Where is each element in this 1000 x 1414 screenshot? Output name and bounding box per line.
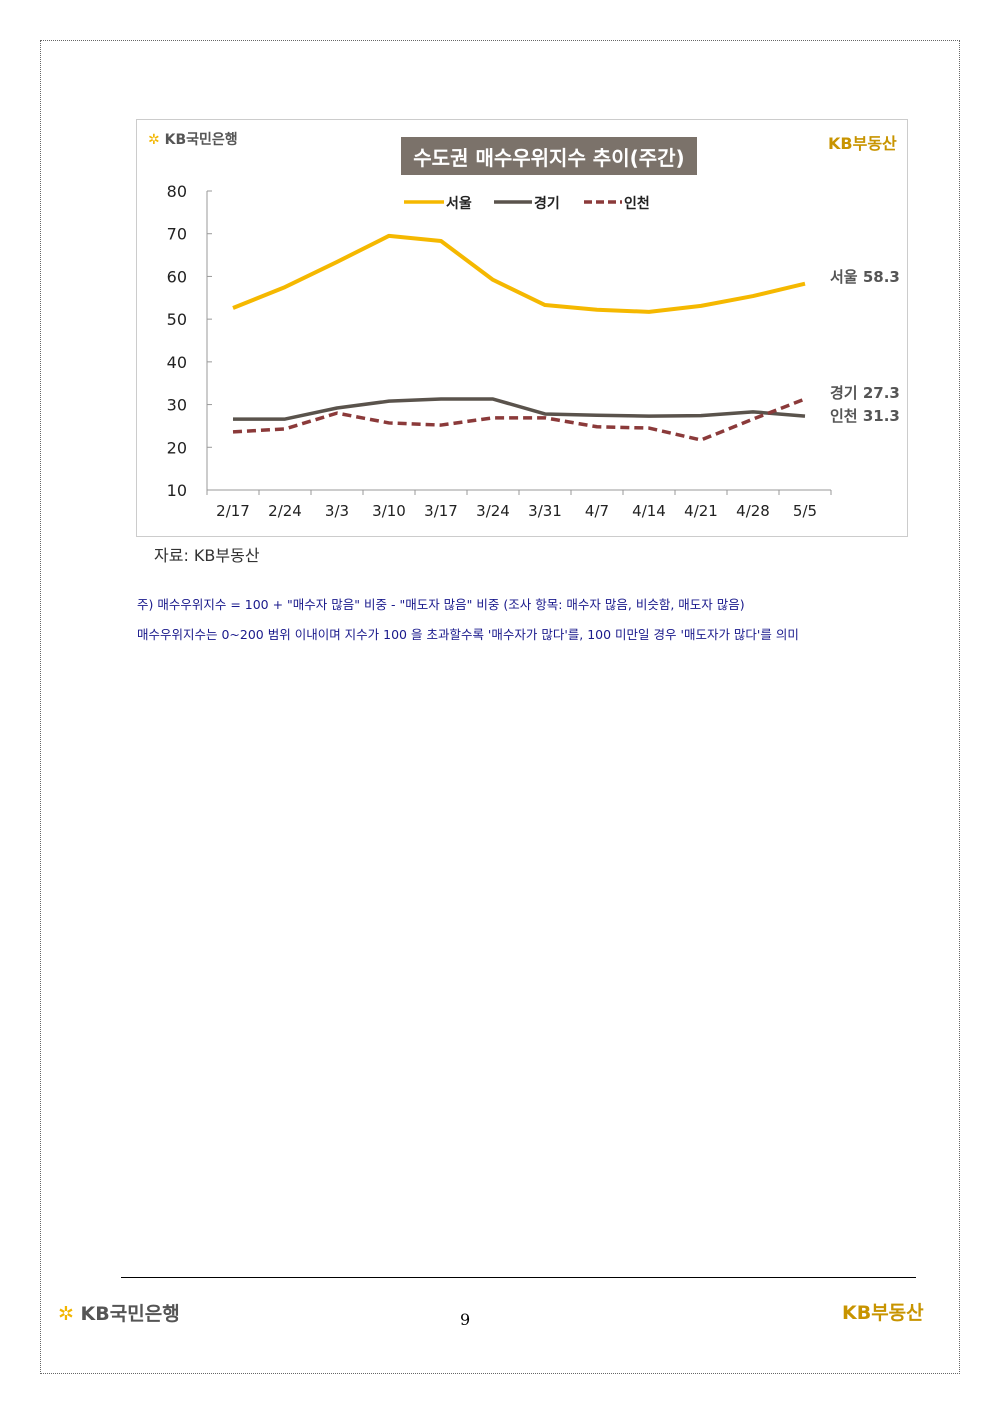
- y-tick-label: 70: [167, 225, 187, 244]
- x-tick-label: 4/14: [632, 502, 666, 520]
- x-tick-label: 3/17: [424, 502, 458, 520]
- x-tick-label: 3/24: [476, 502, 510, 520]
- footer-brand-logo: KB부동산: [842, 1302, 924, 1324]
- x-tick-label: 4/28: [736, 502, 770, 520]
- x-tick-label: 5/5: [793, 502, 817, 520]
- x-tick-label: 4/21: [684, 502, 718, 520]
- y-tick-label: 50: [167, 310, 187, 329]
- series-line-2: [233, 397, 806, 421]
- series-line-1: [232, 233, 806, 314]
- line-chart: 10 20 30 40 50 60 70 80 2/17 2/24 3/3 3/10 3/17 3/24 3…: [167, 182, 900, 520]
- footer-bank-logo-text: KB국민은행: [80, 1303, 180, 1325]
- note-2: 매수우위지수는 0~200 범위 이내이며 지수가 100 을 초과할수록 '매…: [137, 627, 799, 642]
- chart-title: 수도권 매수우위지수 추이(주간): [401, 137, 697, 175]
- source-text: 자료: KB부동산: [154, 546, 260, 565]
- y-tick-label: 10: [167, 481, 187, 500]
- footer-divider: [121, 1277, 916, 1278]
- legend-label: 경기: [534, 195, 560, 212]
- chart-frame: [136, 119, 908, 537]
- y-tick-label: 40: [167, 353, 187, 372]
- x-tick-label: 3/10: [372, 502, 406, 520]
- y-tick-label: 30: [167, 396, 187, 415]
- x-tick-label: 2/24: [268, 502, 302, 520]
- footer-bank-logo: ✲ KB국민은행: [58, 1299, 180, 1326]
- y-tick-label: 60: [167, 267, 187, 286]
- page-border: [40, 40, 960, 1374]
- x-tick-label: 3/3: [325, 502, 349, 520]
- kb-realestate-logo: KB부동산: [828, 134, 897, 153]
- legend-label: 인천: [624, 195, 650, 212]
- note-1: 주) 매수우위지수 = 100 + "매수자 많음" 비중 - "매도자 많음"…: [137, 597, 745, 612]
- end-label: 서울 58.3: [830, 268, 900, 286]
- series-line-3: [232, 397, 806, 442]
- end-label: 경기 27.3: [830, 384, 900, 402]
- page-number: 9: [460, 1310, 471, 1329]
- kb-bank-logo-text: KB국민은행: [164, 132, 238, 148]
- kb-star-icon: ✲: [58, 1303, 74, 1325]
- legend-label: 서울: [446, 195, 472, 212]
- y-tick-label: 80: [167, 182, 187, 201]
- y-tick-label: 20: [167, 438, 187, 457]
- kb-star-icon: ✲: [148, 132, 160, 148]
- x-tick-label: 3/31: [528, 502, 562, 520]
- x-tick-label: 4/7: [585, 502, 609, 520]
- end-label: 인천 31.3: [830, 407, 900, 425]
- x-tick-label: 2/17: [216, 502, 250, 520]
- kb-bank-logo: ✲ KB국민은행: [148, 129, 238, 149]
